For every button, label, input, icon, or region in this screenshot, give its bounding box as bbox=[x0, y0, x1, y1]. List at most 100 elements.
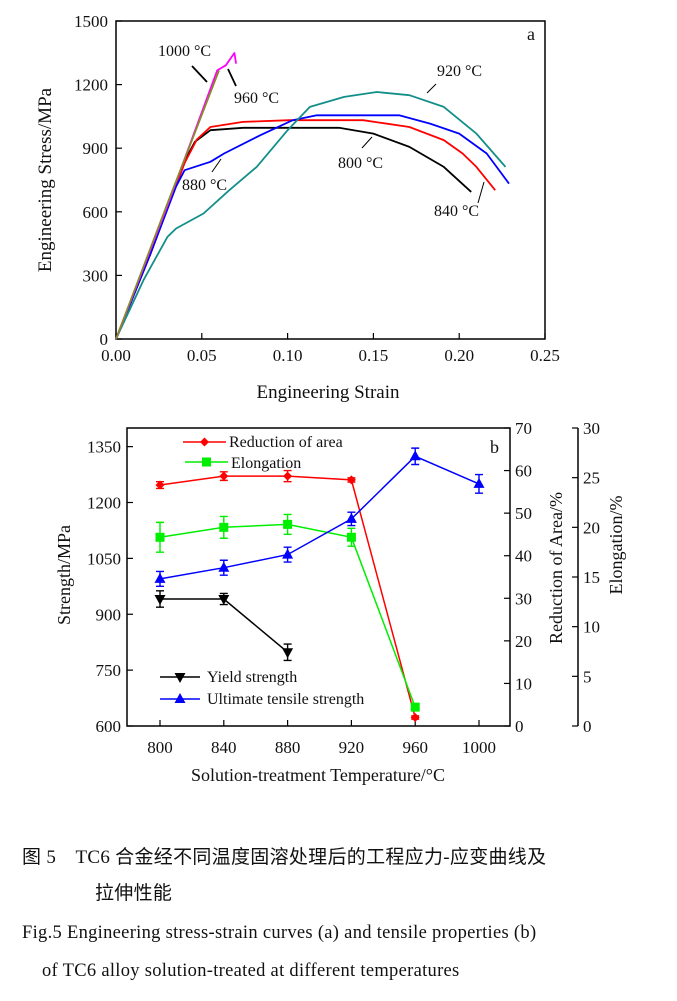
y-tick-label-b-right: 50 bbox=[515, 504, 532, 523]
y-tick-label-b-right: 30 bbox=[515, 589, 532, 608]
y-tick-label-b-right2: 10 bbox=[583, 618, 600, 637]
data-point-reduction-of-area bbox=[155, 480, 165, 490]
data-point-reduction-of-area bbox=[410, 712, 420, 722]
label-920C: 920 °C bbox=[437, 63, 482, 80]
data-point-yield-strength bbox=[218, 594, 230, 605]
y-tick-label-b-left: 750 bbox=[96, 661, 122, 680]
label-1000C: 1000 °C bbox=[158, 43, 211, 60]
x-tick-label-a: 0.20 bbox=[444, 346, 474, 365]
y-axis-label-b-right: Reduction of Area/% bbox=[546, 492, 566, 644]
legend: Reduction of area Elongation Yield stren… bbox=[160, 434, 364, 708]
curve-920C bbox=[115, 91, 507, 340]
series-line-ultimate-tensile-strength bbox=[159, 455, 480, 580]
x-axis-label-a: Engineering Strain bbox=[257, 382, 400, 403]
curve-840C bbox=[115, 119, 496, 340]
arrow-840C bbox=[477, 181, 485, 204]
plot-a-frame bbox=[115, 20, 546, 340]
x-tick-label-b: 920 bbox=[339, 738, 365, 757]
data-point-reduction-of-area bbox=[346, 475, 356, 485]
y-tick-label-b-left: 1200 bbox=[87, 494, 121, 513]
y-tick-label-b-right: 60 bbox=[515, 462, 532, 481]
arrow-1000C bbox=[191, 65, 208, 83]
y-tick-label-b-right: 20 bbox=[515, 632, 532, 651]
y-tick-label-a: 0 bbox=[100, 330, 109, 349]
y-tick-label-b-right: 10 bbox=[515, 674, 532, 693]
y-tick-label-b-right: 70 bbox=[515, 419, 532, 438]
data-point-yield-strength bbox=[282, 648, 294, 659]
legend-marker-yield-strength bbox=[174, 673, 186, 683]
y-tick-label-b-right2: 5 bbox=[583, 667, 592, 686]
data-point-ultimate-tensile-strength bbox=[218, 561, 230, 572]
data-point-ultimate-tensile-strength bbox=[409, 450, 421, 461]
y-tick-label-b-right: 40 bbox=[515, 547, 532, 566]
x-tick-label-a: 0.15 bbox=[359, 346, 389, 365]
y-tick-label-a: 900 bbox=[83, 139, 109, 158]
curve-800C bbox=[115, 126, 472, 340]
y-tick-label-a: 1200 bbox=[74, 76, 108, 95]
curve-annotations: 1000 °C 960 °C 920 °C 800 °C 880 °C 840 … bbox=[158, 43, 485, 220]
data-point-reduction-of-area bbox=[219, 471, 229, 481]
series-line-yield-strength bbox=[160, 598, 289, 653]
x-axis-label-b: Solution-treatment Temperature/°C bbox=[191, 765, 445, 785]
plot-b-frame bbox=[126, 427, 511, 727]
label-960C: 960 °C bbox=[234, 90, 279, 107]
caption-zh-line1: 图 5 TC6 合金经不同温度固溶处理后的工程应力-应变曲线及 bbox=[22, 847, 547, 868]
arrow-960C bbox=[227, 68, 237, 87]
arrow-920C bbox=[426, 83, 437, 94]
y-axis-label-b-left: Strength/MPa bbox=[54, 525, 74, 625]
label-800C: 800 °C bbox=[338, 155, 383, 172]
y-tick-label-b-left: 1050 bbox=[87, 549, 121, 568]
y-tick-label-b-right2: 15 bbox=[583, 568, 600, 587]
panel-a: 0.00 0.05 0.10 0.15 0.20 0.25 0 300 600 900 1200 15… bbox=[35, 12, 560, 403]
x-tick-label-a: 0.05 bbox=[187, 346, 217, 365]
panel-b-label: b bbox=[490, 437, 499, 457]
y-tick-label-b-left: 600 bbox=[96, 717, 122, 736]
panel-a-label: a bbox=[527, 24, 535, 44]
label-840C: 840 °C bbox=[434, 203, 479, 220]
legend-marker-reduction-of-area bbox=[200, 437, 209, 447]
x-tick-label-b: 960 bbox=[402, 738, 428, 757]
label-880C: 880 °C bbox=[182, 177, 227, 194]
data-point-reduction-of-area bbox=[283, 471, 293, 481]
x-tick-label-b: 1000 bbox=[462, 738, 496, 757]
y-tick-label-b-right2: 30 bbox=[583, 419, 600, 438]
arrow-880C bbox=[211, 158, 222, 173]
x-tick-label-a: 0.00 bbox=[101, 346, 131, 365]
y-axis-label-a: Engineering Stress/MPa bbox=[35, 87, 56, 272]
y-tick-label-a: 600 bbox=[83, 203, 109, 222]
figure: 0.00 0.05 0.10 0.15 0.20 0.250300600900120015… bbox=[35, 12, 626, 785]
data-point-elongation bbox=[155, 532, 165, 542]
data-point-ultimate-tensile-strength bbox=[282, 548, 294, 559]
data-point-elongation bbox=[283, 519, 293, 529]
legend-elongation-label: Elongation bbox=[231, 455, 301, 472]
y-tick-label-a: 1500 bbox=[74, 12, 108, 31]
x-tick-label-a: 0.10 bbox=[273, 346, 303, 365]
data-point-yield-strength bbox=[154, 594, 166, 605]
curve-880C bbox=[115, 114, 510, 340]
arrow-800C bbox=[361, 136, 373, 149]
data-point-elongation bbox=[219, 522, 229, 532]
legend-reduction-label: Reduction of area bbox=[229, 434, 343, 451]
legend-uts-label: Ultimate tensile strength bbox=[207, 691, 364, 708]
caption-en-line2: of TC6 alloy solution-treated at differe… bbox=[42, 961, 460, 981]
data-point-ultimate-tensile-strength bbox=[473, 477, 485, 488]
y-axis-label-b-right2: Elongation/% bbox=[606, 496, 626, 595]
x-tick-label-a: 0.25 bbox=[530, 346, 560, 365]
data-point-ultimate-tensile-strength bbox=[345, 512, 357, 523]
legend-marker-elongation bbox=[202, 457, 211, 467]
data-point-elongation bbox=[410, 702, 420, 712]
y-tick-label-b-right2: 20 bbox=[583, 518, 600, 537]
panel-b: 800 840 880 920 960 1000600750900105012001350… bbox=[54, 419, 626, 785]
y-tick-label-b-left: 900 bbox=[96, 605, 122, 624]
y-tick-label-b-left: 1350 bbox=[87, 438, 121, 457]
caption-zh-line2: 拉伸性能 bbox=[95, 883, 173, 904]
x-tick-label-b: 880 bbox=[275, 738, 301, 757]
y-tick-label-a: 300 bbox=[83, 266, 109, 285]
curve-1000C bbox=[115, 70, 220, 340]
y-tick-label-b-right2: 0 bbox=[583, 717, 592, 736]
y-tick-label-b-right: 0 bbox=[515, 717, 524, 736]
legend-marker-ultimate-tensile-strength bbox=[174, 693, 186, 703]
caption-en-line1: Fig.5 Engineering stress-strain curves (… bbox=[22, 923, 537, 943]
x-tick-label-b: 800 bbox=[147, 738, 173, 757]
data-point-elongation bbox=[346, 532, 356, 542]
